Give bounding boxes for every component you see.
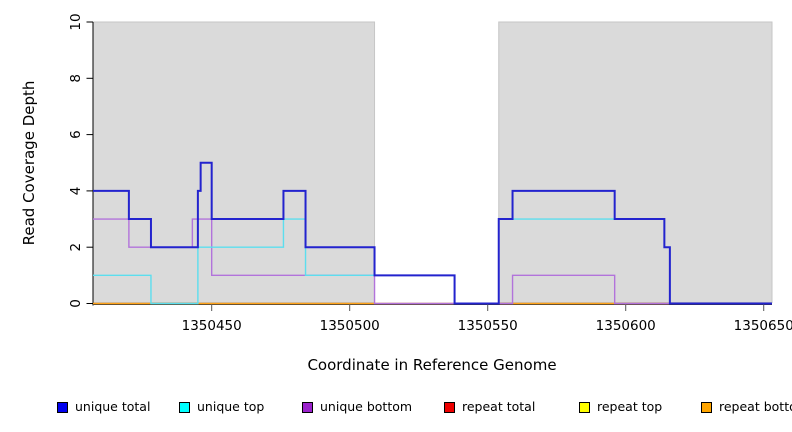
svg-text:1350600: 1350600	[596, 318, 656, 334]
legend-item-repeat-total: repeat total	[444, 398, 535, 416]
legend-item-unique-total: unique total	[57, 398, 150, 416]
axes: 0 2 4 6 8 10 1350450 1350500 1350550 1350600 13506…	[68, 13, 792, 334]
svg-text:1350550: 1350550	[458, 318, 518, 334]
svg-text:1350650: 1350650	[734, 318, 792, 334]
svg-text:0: 0	[68, 299, 84, 308]
svg-text:8: 8	[68, 74, 84, 83]
legend-item-unique-bottom: unique bottom	[302, 398, 412, 416]
legend-label: repeat top	[597, 399, 663, 414]
legend-swatch-unique-top	[179, 401, 190, 413]
legend-item-repeat-bottom: repeat bottom	[701, 398, 792, 416]
svg-text:6: 6	[68, 130, 84, 139]
legend-swatch-repeat-total	[444, 401, 455, 413]
chart-legend: unique total unique top unique bottom re…	[0, 398, 792, 420]
svg-text:10: 10	[68, 13, 84, 30]
coverage-step-lines	[93, 161, 772, 305]
legend-label: unique bottom	[320, 399, 413, 414]
svg-text:1350500: 1350500	[320, 318, 380, 334]
svg-text:2: 2	[68, 243, 84, 252]
legend-label: unique total	[75, 399, 151, 414]
series-line-unique-total	[93, 161, 772, 305]
svg-text:4: 4	[68, 187, 84, 196]
legend-swatch-repeat-bottom	[701, 401, 712, 413]
legend-swatch-unique-bottom	[302, 401, 313, 413]
legend-swatch-repeat-top	[579, 401, 590, 413]
y-axis-title: Read Coverage Depth	[20, 81, 38, 246]
coverage-plot: 0 2 4 6 8 10 1350450 1350500 1350550 1350600 13506…	[20, 13, 792, 374]
legend-item-unique-top: unique top	[179, 398, 264, 416]
svg-text:1350450: 1350450	[182, 318, 242, 334]
x-axis-title: Coordinate in Reference Genome	[307, 356, 556, 374]
legend-label: repeat total	[462, 399, 536, 414]
legend-item-repeat-top: repeat top	[579, 398, 662, 416]
legend-label: unique top	[197, 399, 265, 414]
legend-label: repeat bottom	[719, 399, 792, 414]
legend-swatch-unique-total	[57, 401, 68, 413]
repeat-shaded-regions	[92, 21, 773, 303]
